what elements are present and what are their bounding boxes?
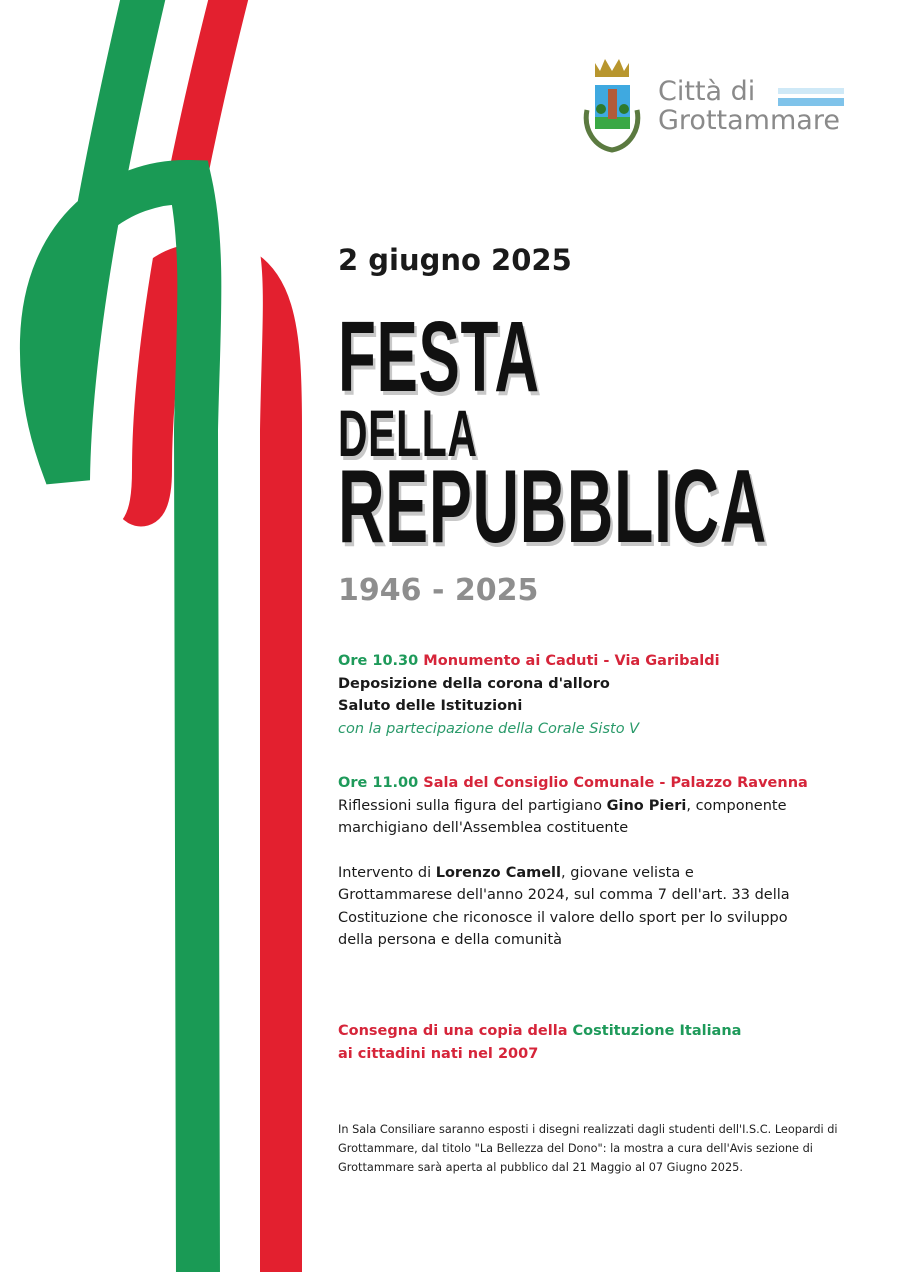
text: Intervento di (338, 864, 436, 881)
logo-line2: Grottammare (658, 105, 840, 136)
event2-time: Ore 11.00 (338, 775, 419, 791)
event2-paragraph2: Intervento di Lorenzo Camell, giovane ve… (338, 862, 808, 952)
delivery-highlight: Costituzione Italiana (572, 1023, 742, 1039)
event1-place: Monumento ai Caduti - Via Garibaldi (423, 653, 720, 669)
exhibition-note: In Sala Consiliare saranno esposti i dis… (338, 1123, 838, 1174)
person-name: Lorenzo Camell (435, 864, 562, 881)
event2-place: Sala del Consiglio Comunale - Palazzo Ra… (423, 775, 808, 791)
logo-line1: Città di (658, 76, 756, 107)
event2-paragraph1: Riflessioni sulla figura del partigiano … (338, 795, 808, 840)
event1-time: Ore 10.30 (338, 653, 419, 669)
title-line2: DELLA (338, 396, 478, 470)
text: , giovane velista e Grottammarese dell'a… (338, 864, 790, 949)
delivery-text2: ai cittadini nati nel 2007 (338, 1045, 539, 1062)
city-logo: Città di Grottammare (575, 55, 855, 165)
title-line1: FESTA (338, 301, 540, 413)
event1-line1: Deposizione della corona d'alloro (338, 675, 610, 692)
text: Riflessioni sulla figura del partigiano (338, 797, 607, 814)
person-name: Gino Pieri (606, 797, 687, 814)
tricolor-ribbon (19, 0, 302, 1272)
event1-line2: Saluto delle Istituzioni (338, 698, 523, 714)
flag-stripe (778, 88, 844, 106)
title-line3: REPUBBLICA (338, 449, 767, 565)
ribbon-stripe-green (19, 0, 222, 1272)
crest-icon (583, 59, 641, 153)
event-2: Ore 11.00 Sala del Consiglio Comunale - … (338, 772, 808, 952)
event-1: Ore 10.30 Monumento ai Caduti - Via Gari… (338, 650, 838, 740)
event1-line3: con la partecipazione della Corale Sisto… (338, 720, 640, 737)
text: , componente marchigiano dell'Assemblea … (338, 797, 787, 837)
delivery-text: Consegna di una copia della (338, 1023, 573, 1039)
event-date: 2 giugno 2025 (338, 243, 572, 277)
years: 1946 - 2025 (338, 573, 539, 608)
delivery: Consegna di una copia della Costituzione… (338, 1020, 838, 1065)
